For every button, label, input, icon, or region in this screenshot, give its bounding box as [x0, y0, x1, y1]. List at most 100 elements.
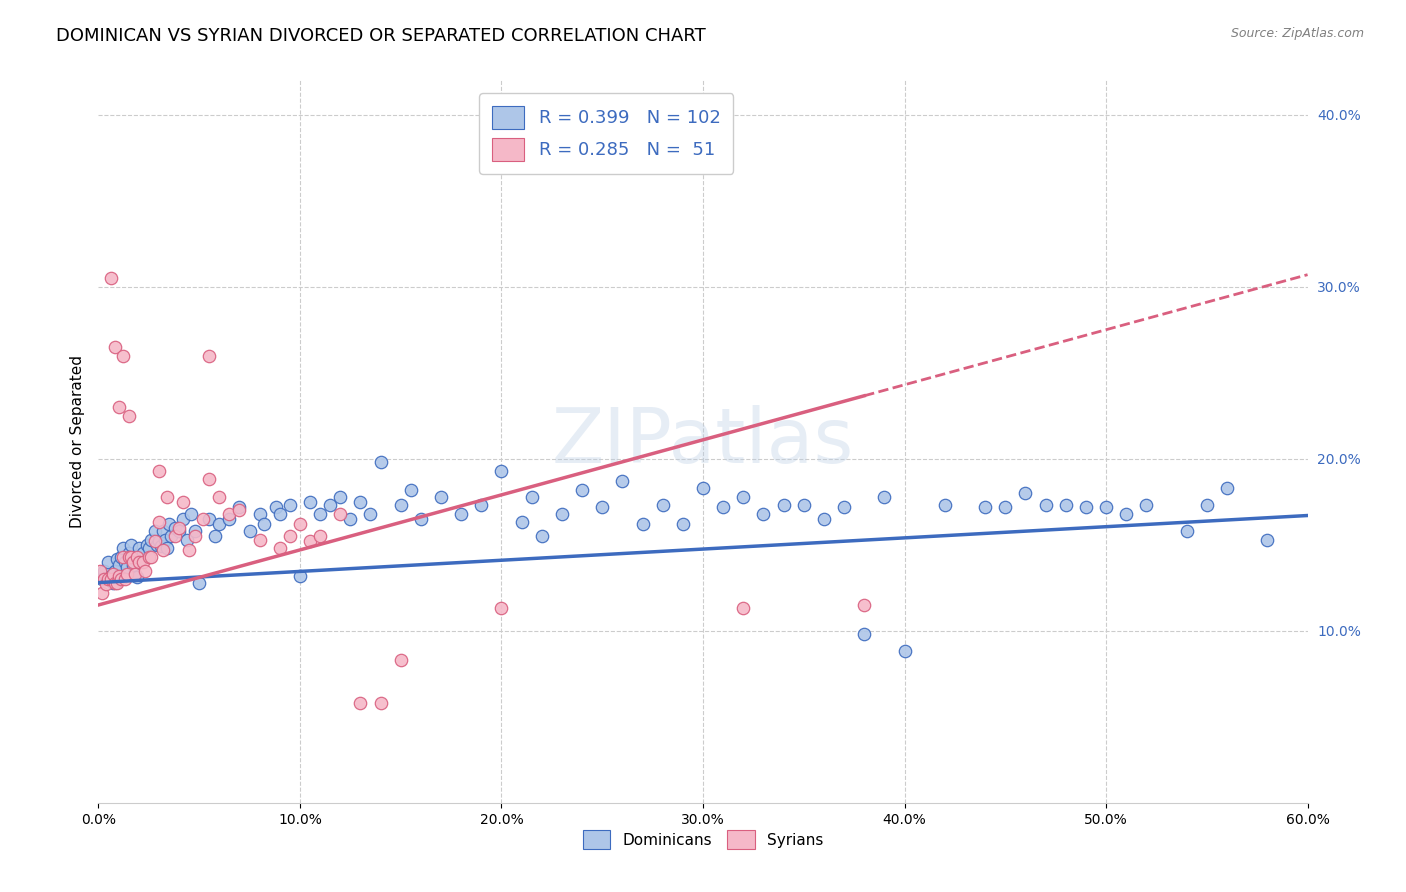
Point	[143, 524, 166, 538]
Point	[111, 549, 134, 564]
Point	[278, 529, 301, 543]
Point	[218, 507, 240, 521]
Point	[97, 555, 120, 569]
Point	[612, 474, 634, 488]
Point	[530, 529, 553, 543]
Point	[138, 541, 160, 556]
Point	[115, 560, 138, 574]
Point	[103, 340, 125, 354]
Point	[672, 517, 695, 532]
Point	[125, 549, 148, 564]
Point	[228, 503, 250, 517]
Point	[91, 572, 114, 586]
Point	[179, 542, 201, 557]
Point	[853, 598, 876, 612]
Point	[208, 517, 231, 532]
Point	[118, 409, 141, 423]
Point	[309, 507, 332, 521]
Point	[121, 555, 143, 569]
Point	[288, 517, 311, 532]
Point	[100, 271, 122, 285]
Point	[107, 558, 129, 573]
Point	[134, 564, 156, 578]
Point	[853, 627, 876, 641]
Point	[111, 541, 134, 556]
Point	[299, 534, 322, 549]
Point	[772, 498, 794, 512]
Point	[370, 696, 392, 710]
Point	[176, 533, 198, 547]
Point	[148, 534, 170, 549]
Point	[934, 498, 956, 512]
Point	[470, 498, 492, 512]
Point	[138, 549, 160, 564]
Point	[329, 507, 352, 521]
Text: ZIPatlas: ZIPatlas	[551, 405, 855, 478]
Point	[239, 524, 262, 538]
Point	[114, 555, 136, 569]
Point	[160, 529, 183, 543]
Point	[93, 572, 115, 586]
Point	[135, 538, 157, 552]
Point	[118, 549, 141, 564]
Point	[110, 572, 132, 586]
Point	[125, 570, 148, 584]
Point	[510, 516, 533, 530]
Point	[1054, 498, 1077, 512]
Point	[288, 568, 311, 582]
Point	[184, 529, 207, 543]
Point	[93, 564, 115, 578]
Point	[163, 529, 186, 543]
Point	[249, 507, 271, 521]
Point	[114, 572, 136, 586]
Point	[832, 500, 855, 514]
Point	[551, 507, 574, 521]
Point	[520, 490, 543, 504]
Point	[148, 516, 170, 530]
Point	[228, 500, 250, 514]
Point	[218, 512, 240, 526]
Point	[733, 601, 755, 615]
Point	[1095, 500, 1118, 514]
Point	[120, 538, 142, 552]
Point	[399, 483, 422, 497]
Point	[172, 494, 194, 508]
Point	[711, 500, 734, 514]
Point	[994, 500, 1017, 514]
Point	[1115, 507, 1137, 521]
Y-axis label: Divorced or Separated: Divorced or Separated	[69, 355, 84, 528]
Point	[208, 490, 231, 504]
Point	[100, 572, 122, 586]
Point	[269, 507, 291, 521]
Point	[156, 541, 179, 556]
Point	[974, 500, 997, 514]
Point	[129, 551, 152, 566]
Point	[491, 601, 513, 615]
Point	[139, 533, 162, 547]
Point	[184, 524, 207, 538]
Point	[96, 577, 118, 591]
Point	[692, 481, 714, 495]
Point	[103, 575, 125, 590]
Point	[873, 490, 896, 504]
Point	[101, 575, 124, 590]
Legend: Dominicans, Syrians: Dominicans, Syrians	[572, 819, 834, 860]
Point	[571, 483, 593, 497]
Point	[101, 567, 124, 582]
Point	[110, 549, 132, 564]
Point	[105, 551, 128, 566]
Point	[148, 464, 170, 478]
Point	[100, 568, 122, 582]
Point	[450, 507, 472, 521]
Point	[157, 517, 180, 532]
Point	[153, 533, 176, 547]
Point	[128, 541, 150, 556]
Point	[128, 555, 150, 569]
Point	[139, 549, 162, 564]
Point	[253, 517, 276, 532]
Point	[180, 507, 202, 521]
Point	[91, 586, 114, 600]
Point	[103, 564, 125, 578]
Point	[143, 534, 166, 549]
Point	[121, 558, 143, 573]
